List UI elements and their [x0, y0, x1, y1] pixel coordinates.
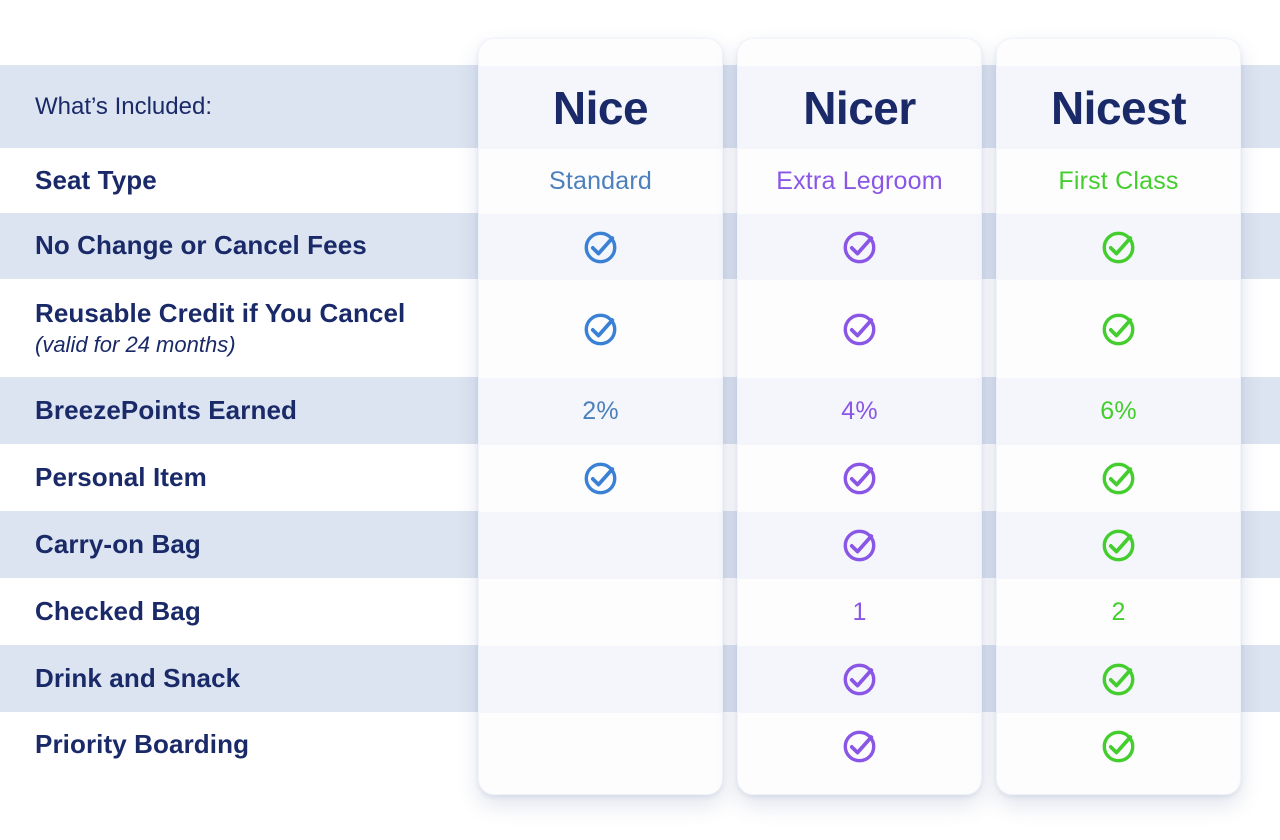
row-label-text: Personal Item — [35, 461, 207, 492]
cell-value: 2 — [1111, 598, 1126, 626]
tier-card-nicer: Nicer Extra Legroom 4% 1 — [737, 38, 982, 795]
table-cell — [479, 579, 722, 646]
card-row-stripe — [997, 214, 1240, 280]
card-row-stripe — [997, 646, 1240, 713]
card-row-stripe — [738, 512, 981, 579]
cell-value: Extra Legroom — [776, 167, 943, 195]
row-label-text: Priority Boarding — [35, 729, 250, 760]
table-cell — [997, 445, 1240, 512]
table-cell — [997, 512, 1240, 579]
check-icon — [584, 231, 617, 263]
table-cell — [997, 646, 1240, 713]
check-icon — [1102, 663, 1135, 696]
check-icon — [843, 730, 876, 762]
table-cell — [738, 646, 981, 713]
table-cell: Standard — [479, 149, 722, 214]
table-cell: First Class — [997, 149, 1240, 214]
table-cell: 4% — [738, 378, 981, 445]
card-row-stripe — [738, 214, 981, 280]
row-label-text: Drink and Snack — [35, 662, 241, 693]
card-row-stripe — [997, 512, 1240, 579]
row-label-text: Checked Bag — [35, 595, 201, 626]
row-label: Seat Type — [35, 148, 475, 213]
table-cell — [997, 280, 1240, 378]
tier-card-nice: Nice Standard 2% — [478, 38, 723, 795]
card-row-stripe — [738, 378, 981, 445]
check-icon — [1102, 730, 1135, 762]
card-row-stripe — [479, 378, 722, 445]
table-cell — [479, 646, 722, 713]
card-row-stripe — [738, 646, 981, 713]
table-cell — [997, 214, 1240, 280]
tier-card-nicest: Nicest First Class 6% 2 — [996, 38, 1241, 795]
card-row-stripe — [738, 66, 981, 149]
card-row-stripe — [997, 378, 1240, 445]
card-row-stripe — [479, 646, 722, 713]
table-cell — [479, 512, 722, 579]
tier-title-nicer: Nicer — [803, 81, 916, 134]
row-label-text: BreezePoints Earned — [35, 394, 297, 425]
table-cell — [479, 713, 722, 779]
row-label: Reusable Credit if You Cancel (valid for … — [35, 279, 475, 377]
table-cell — [479, 445, 722, 512]
cell-value: 2% — [582, 397, 619, 425]
row-label: Priority Boarding — [35, 712, 475, 778]
row-label: Checked Bag — [35, 578, 475, 645]
check-icon — [584, 462, 617, 495]
row-label: No Change or Cancel Fees — [35, 213, 475, 279]
row-label-text: Reusable Credit if You Cancel — [35, 297, 406, 328]
table-cell — [738, 214, 981, 280]
row-label: BreezePoints Earned — [35, 377, 475, 444]
card-row-stripe — [479, 66, 722, 149]
row-label-subtext: (valid for 24 months) — [35, 332, 236, 358]
table-cell — [738, 445, 981, 512]
card-row-stripe — [479, 214, 722, 280]
check-icon — [584, 313, 617, 345]
check-icon — [843, 462, 876, 495]
card-row-stripe — [997, 66, 1240, 149]
check-icon — [843, 231, 876, 263]
check-icon — [1102, 462, 1135, 495]
table-cell — [479, 214, 722, 280]
cell-value: Standard — [548, 167, 653, 195]
check-icon — [1102, 313, 1135, 345]
table-cell: Extra Legroom — [738, 149, 981, 214]
row-label-text: Seat Type — [35, 164, 157, 195]
check-icon — [1102, 529, 1135, 562]
cell-value: 6% — [1100, 397, 1137, 425]
row-label: Drink and Snack — [35, 645, 475, 712]
table-cell: 6% — [997, 378, 1240, 445]
cell-value: First Class — [1058, 167, 1179, 195]
check-icon — [843, 663, 876, 696]
row-label: Personal Item — [35, 444, 475, 511]
table-cell — [738, 512, 981, 579]
row-label-text: Carry-on Bag — [35, 528, 201, 559]
card-row-stripe — [479, 512, 722, 579]
table-cell — [738, 713, 981, 779]
row-label: Carry-on Bag — [35, 511, 475, 578]
cell-value: 4% — [841, 397, 878, 425]
check-icon — [843, 313, 876, 345]
table-cell: 2 — [997, 579, 1240, 646]
check-icon — [843, 529, 876, 562]
table-cell: 1 — [738, 579, 981, 646]
table-cell — [479, 280, 722, 378]
tier-title-nicest: Nicest — [1050, 81, 1187, 134]
table-cell — [738, 280, 981, 378]
tier-title-nice: Nice — [552, 81, 649, 134]
row-label-text: No Change or Cancel Fees — [35, 230, 367, 261]
check-icon — [1102, 231, 1135, 263]
table-cell: 2% — [479, 378, 722, 445]
cell-value: 1 — [852, 598, 867, 626]
table-cell — [997, 713, 1240, 779]
corner-label: What’s Included: — [35, 92, 212, 120]
